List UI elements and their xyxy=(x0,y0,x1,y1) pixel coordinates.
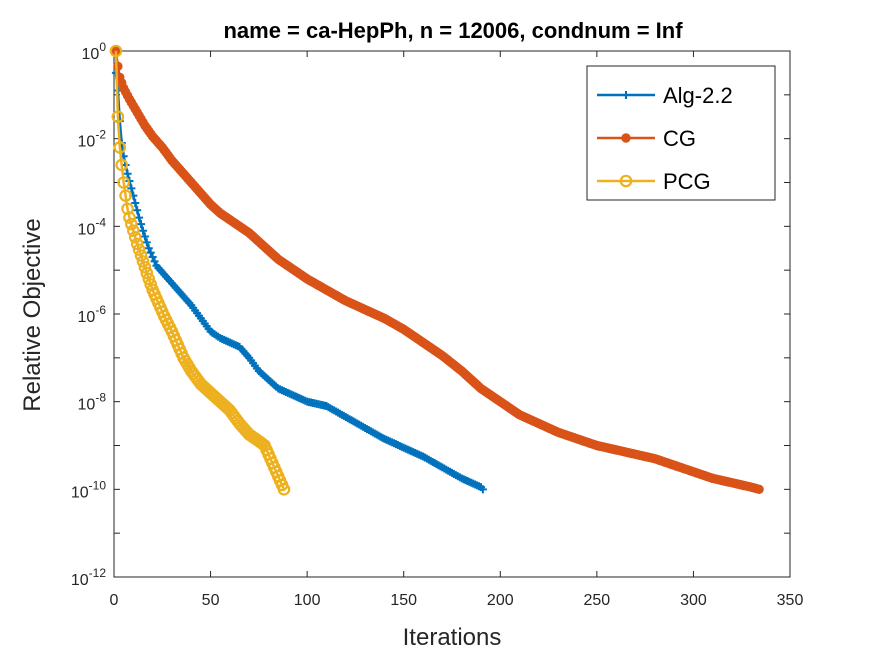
data-point xyxy=(119,189,132,202)
x-axis-label: Iterations xyxy=(403,624,502,651)
x-tick-label: 0 xyxy=(110,592,119,609)
y-tick-exponent: -2 xyxy=(95,128,106,142)
y-tick-label: 10-4 xyxy=(78,215,107,238)
y-tick-base: 10 xyxy=(71,572,89,589)
data-point xyxy=(144,244,153,253)
y-tick-exponent: -10 xyxy=(89,478,107,492)
legend-entry: CG xyxy=(597,126,696,151)
data-point xyxy=(109,44,123,58)
data-point xyxy=(113,61,123,72)
y-tick-base: 10 xyxy=(78,397,96,414)
data-point xyxy=(138,226,147,235)
legend: Alg-2.2 CG PCG xyxy=(586,65,776,201)
data-point xyxy=(125,217,138,231)
data-point xyxy=(142,272,156,286)
y-tick-base: 10 xyxy=(78,221,96,238)
data-point xyxy=(140,266,154,280)
x-tick-label: 200 xyxy=(487,592,514,609)
data-point xyxy=(478,485,487,494)
y-tick-base: 10 xyxy=(78,134,96,151)
data-point xyxy=(619,174,633,188)
y-tick-base: 10 xyxy=(78,309,96,326)
data-point xyxy=(150,257,159,266)
x-tick-label: 250 xyxy=(584,592,611,609)
data-point xyxy=(134,249,148,262)
data-point xyxy=(123,211,136,224)
data-point xyxy=(132,243,146,257)
data-point xyxy=(128,230,142,244)
data-point xyxy=(133,206,142,215)
y-tick-label: 10-8 xyxy=(78,391,107,414)
x-tick-label: 350 xyxy=(777,592,804,609)
data-point xyxy=(127,184,136,193)
data-point xyxy=(131,198,140,207)
y-tick-label: 100 xyxy=(82,40,107,63)
data-point xyxy=(148,253,157,262)
data-point xyxy=(621,133,631,143)
data-point xyxy=(123,169,132,178)
y-axis-label: Relative Objective xyxy=(19,218,46,411)
y-tick-exponent: -6 xyxy=(95,303,106,317)
y-tick-exponent: -12 xyxy=(89,566,107,580)
data-point xyxy=(146,248,155,257)
series-alg-2-2 xyxy=(111,68,487,494)
legend-box xyxy=(586,65,776,201)
series-pcg xyxy=(109,44,291,496)
y-tick-exponent: -8 xyxy=(95,391,106,405)
y-tick-base: 10 xyxy=(82,46,100,63)
legend-entry: PCG xyxy=(597,169,711,194)
x-tick-label: 300 xyxy=(680,592,707,609)
data-point xyxy=(137,220,146,229)
data-point xyxy=(277,483,291,496)
data-point xyxy=(117,176,130,189)
legend-label: PCG xyxy=(663,169,711,194)
chart-title: name = ca-HepPh, n = 12006, condnum = In… xyxy=(223,18,683,43)
data-point xyxy=(115,158,129,172)
data-point xyxy=(138,260,152,274)
y-tick-label: 10-12 xyxy=(71,566,106,589)
y-tick-label: 10-6 xyxy=(78,303,107,326)
y-tick-label: 10-2 xyxy=(78,128,107,151)
data-point xyxy=(754,484,764,495)
data-point xyxy=(130,237,144,251)
y-tick-base: 10 xyxy=(71,484,89,501)
data-point xyxy=(136,255,150,268)
data-point xyxy=(142,238,151,247)
x-tick-label: 50 xyxy=(202,592,220,609)
data-point xyxy=(111,110,125,124)
y-tick-label: 10-10 xyxy=(71,478,106,501)
y-tick-exponent: -4 xyxy=(95,215,106,229)
series-layer xyxy=(109,44,764,496)
data-point xyxy=(140,232,149,241)
data-point xyxy=(135,213,144,222)
x-axis-ticks: 0 50 100 150 200 250 300 350 xyxy=(110,51,804,609)
legend-entry: Alg-2.2 xyxy=(597,83,733,108)
data-point xyxy=(113,141,127,154)
x-tick-label: 150 xyxy=(390,592,417,609)
y-tick-exponent: 0 xyxy=(99,40,106,54)
data-point xyxy=(622,91,630,99)
series-cg xyxy=(111,46,764,495)
data-point xyxy=(121,202,134,216)
data-point xyxy=(127,224,140,238)
x-tick-label: 100 xyxy=(294,592,321,609)
legend-label: CG xyxy=(663,126,696,151)
legend-label: Alg-2.2 xyxy=(663,83,733,108)
